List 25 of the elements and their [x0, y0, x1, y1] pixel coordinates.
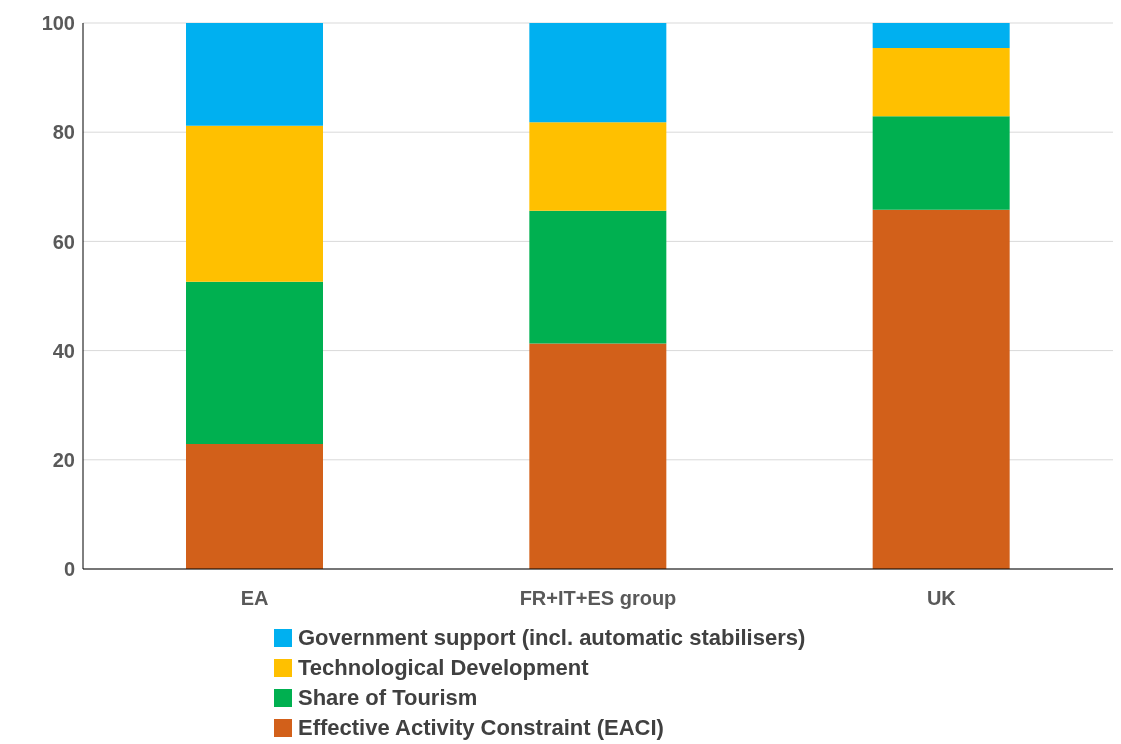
bar — [529, 210, 667, 344]
bar — [872, 209, 1010, 569]
y-tick-label: 80 — [52, 121, 75, 144]
bar — [872, 116, 1010, 210]
x-tick-label: UK — [926, 587, 957, 610]
legend-label: Technological Development — [298, 655, 589, 681]
legend-label: Government support (incl. automatic stabilisers) — [298, 625, 806, 651]
bar — [186, 443, 323, 569]
x-tick-label: EA — [240, 587, 269, 610]
bar — [529, 343, 667, 569]
bar — [186, 281, 323, 444]
y-tick-label: 20 — [52, 448, 75, 471]
x-tick-label: FR+IT+ES group — [519, 587, 677, 610]
legend-label: Share of Tourism — [298, 685, 478, 711]
bar — [872, 23, 1010, 49]
bar — [186, 125, 323, 282]
y-tick-label: 40 — [52, 339, 75, 362]
y-tick-label: 100 — [41, 12, 75, 35]
legend-label: Effective Activity Constraint (EACI) — [298, 715, 664, 741]
bar — [872, 48, 1010, 117]
y-tick-label: 0 — [63, 558, 75, 581]
y-tick-label: 60 — [52, 230, 75, 253]
bar — [186, 23, 323, 126]
bar — [529, 122, 667, 211]
bar — [529, 23, 667, 123]
